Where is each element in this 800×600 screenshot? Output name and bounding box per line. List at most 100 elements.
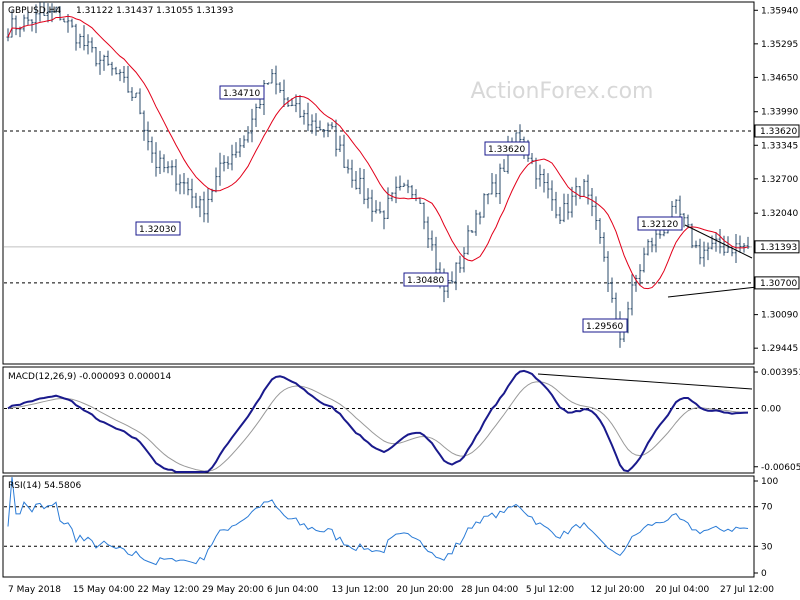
candle (486, 193, 490, 205)
rsi-line (7, 476, 749, 566)
candle (326, 122, 330, 138)
candle (682, 213, 686, 228)
candle (690, 223, 694, 249)
candle (114, 66, 118, 75)
candle (610, 277, 614, 303)
candle (174, 159, 178, 192)
candle (698, 238, 702, 265)
level-tag-1: 1.30700 (760, 279, 797, 289)
rsi-title: RSI(14) 54.5806 (8, 481, 81, 491)
candle (646, 239, 650, 256)
candle (726, 236, 730, 253)
swing-label-4: 1.30480 (407, 276, 444, 286)
price-tick-label: 1.33990 (761, 108, 798, 118)
candle (734, 234, 738, 264)
candle (94, 46, 98, 67)
candle (354, 171, 358, 190)
candle (14, 15, 18, 36)
macd-signal-line (7, 381, 749, 472)
candle (162, 154, 166, 173)
candle (46, 3, 50, 23)
candle (566, 193, 570, 220)
price-tick-label: 1.35295 (761, 40, 798, 50)
candle (346, 159, 350, 174)
rsi-layer (4, 476, 752, 566)
x-axis-label: 6 Jun 04:00 (267, 585, 319, 595)
candle (422, 202, 426, 230)
x-axis-label: 15 May 04:00 (73, 585, 135, 595)
candle (574, 177, 578, 206)
candle (498, 163, 502, 204)
candle (206, 188, 210, 223)
chart-ohlc: 1.31122 1.31437 1.31055 1.31393 (76, 6, 233, 16)
candle (454, 262, 458, 291)
candle (366, 188, 370, 209)
candle (402, 182, 406, 187)
candle (190, 178, 194, 209)
candle (34, 4, 38, 34)
candle (106, 50, 110, 66)
candle (218, 152, 222, 186)
swing-label-2: 1.32030 (139, 225, 176, 235)
candle (74, 23, 78, 51)
candle (426, 216, 430, 249)
macd-tick-label: 0.003951 (761, 368, 800, 378)
x-axis-label: 28 Jun 04:00 (461, 585, 518, 595)
candle (154, 142, 158, 177)
candle (302, 109, 306, 125)
price-layer (4, 1, 758, 348)
candle (434, 236, 438, 274)
candle (470, 230, 474, 233)
candle (342, 134, 346, 168)
candle (226, 156, 230, 170)
candle (430, 230, 434, 251)
candle (386, 187, 390, 220)
x-axis-label: 29 May 20:00 (202, 585, 264, 595)
candle (270, 69, 274, 84)
x-axis-label: 7 May 2018 (8, 585, 61, 595)
candle (298, 95, 302, 118)
candle (718, 228, 722, 254)
candle (182, 173, 186, 195)
x-axis-label: 20 Jun 20:00 (396, 585, 453, 595)
candle (142, 110, 146, 141)
candle (250, 108, 254, 143)
macd-trend-line (537, 373, 753, 390)
ma-line (7, 15, 749, 290)
rsi-panel (2, 475, 755, 578)
candle (198, 195, 202, 218)
candle (502, 159, 506, 172)
candle (362, 168, 366, 205)
candle (134, 92, 138, 98)
candle (602, 232, 606, 262)
price-tick-label: 1.30090 (761, 311, 798, 321)
candle (118, 69, 122, 82)
candle (458, 255, 462, 273)
candle (158, 150, 162, 174)
candle (26, 10, 30, 26)
candle (242, 135, 246, 148)
x-axis-label: 13 Jun 12:00 (332, 585, 389, 595)
candle (714, 231, 718, 252)
candle (58, 6, 62, 21)
candle (554, 191, 558, 219)
candle (642, 247, 646, 273)
candle (230, 144, 234, 171)
candle (234, 142, 238, 158)
x-axis-label: 27 Jul 12:00 (720, 585, 774, 595)
candle (394, 176, 398, 204)
axis-layer: 1.35940 1.35295 1.34650 1.33990 1.33345 1.327… (8, 6, 800, 595)
candle (70, 18, 74, 28)
swing-label-1: 1.33620 (488, 145, 525, 155)
candle (194, 192, 198, 208)
candle (98, 51, 102, 75)
candle (50, 3, 54, 23)
candle (678, 195, 682, 220)
candle (702, 241, 706, 267)
candle (66, 13, 70, 33)
candle (254, 103, 258, 127)
candle (482, 193, 486, 218)
candle (694, 240, 698, 249)
rsi-tick-label: 0 (761, 569, 767, 579)
